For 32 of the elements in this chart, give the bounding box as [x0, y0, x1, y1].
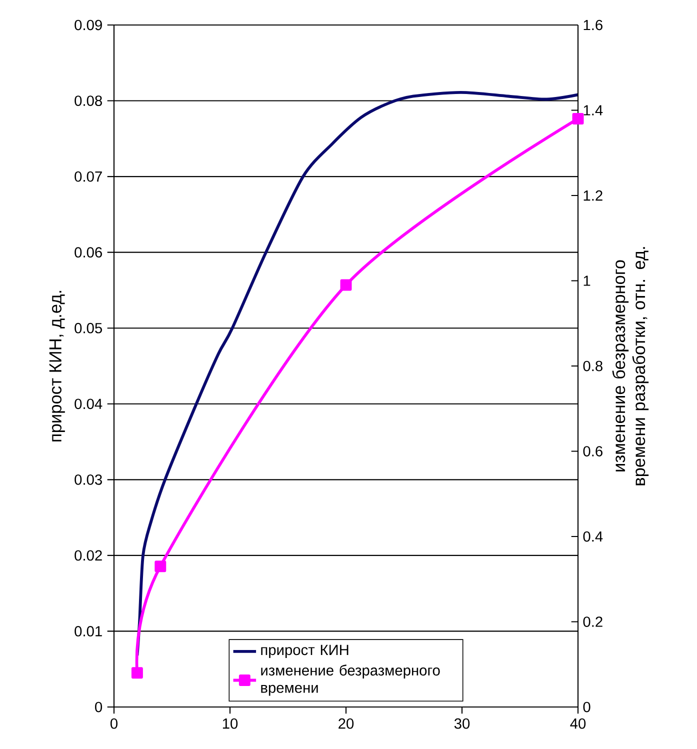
- y-tick-label: 0.09: [74, 20, 102, 30]
- y-tick-label: 0.07: [74, 171, 102, 182]
- y2-tick-label: 1.2: [584, 190, 602, 201]
- point: [131, 667, 143, 679]
- y2-tick-label: 1.4: [584, 105, 603, 116]
- legend-label: прирост КИН: [261, 644, 348, 658]
- x-tick-label: 0: [110, 718, 118, 729]
- x-tick-label: 40: [570, 718, 586, 729]
- y-tick-label: 0: [95, 702, 102, 712]
- legend-label: изменение безразмерного времени: [261, 664, 440, 696]
- y-tick-label: 0.02: [74, 550, 102, 561]
- y2-tick-label: 0.2: [583, 616, 602, 627]
- y2-tick-label: 0.8: [583, 360, 602, 372]
- y-tick-label: 0.03: [74, 474, 102, 485]
- y-axis-title: прирост КИН, д.ед.: [49, 290, 65, 442]
- x-tick-label: 20: [338, 718, 354, 729]
- point: [154, 560, 166, 572]
- y2-tick-label: 1: [584, 276, 590, 286]
- y2-tick-label: 0.4: [583, 531, 603, 542]
- y2-axis-title: изменение безразмерного времени разработки, отн. ед.: [612, 247, 649, 486]
- x-tick-label: 10: [222, 718, 238, 729]
- point: [340, 279, 352, 291]
- y2-tick-label: 0: [583, 702, 590, 712]
- y-tick-label: 0.08: [74, 96, 102, 106]
- y-tick-label: 0.06: [74, 247, 102, 258]
- y2-tick-label: 1.6: [584, 20, 602, 30]
- y-tick-label: 0.01: [74, 626, 102, 636]
- point: [572, 113, 584, 125]
- y-tick-label: 0.05: [74, 322, 102, 334]
- y-tick-label: 0.04: [74, 398, 102, 410]
- x-tick-label: 30: [454, 718, 470, 729]
- y2-tick-label: 0.6: [583, 446, 602, 456]
